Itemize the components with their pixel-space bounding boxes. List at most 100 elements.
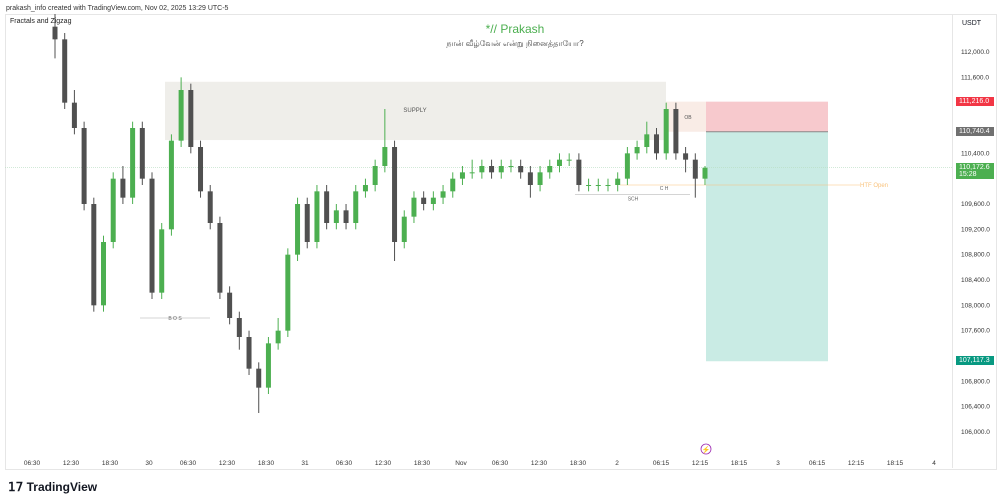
- x-tick-label: 18:30: [258, 460, 275, 467]
- y-tick-label: 108,800.0: [961, 252, 990, 259]
- x-tick-label: 18:15: [731, 460, 748, 467]
- candle-body: [576, 159, 582, 185]
- candle-body: [537, 172, 543, 185]
- tradingview-logo[interactable]: 𝟣𝟩 TradingView: [8, 480, 97, 494]
- candle-body: [285, 254, 291, 331]
- candle-body: [362, 185, 368, 192]
- htf-open-label: HTF Open: [860, 183, 888, 189]
- chart-frame[interactable]: [5, 14, 997, 470]
- candle-body: [692, 159, 698, 179]
- candle-body: [149, 178, 155, 293]
- y-tick-label: 106,000.0: [961, 429, 990, 436]
- candle-body: [673, 109, 679, 154]
- indicator-label[interactable]: Fractals and Zigzag: [10, 18, 72, 25]
- supply-label: SUPPLY: [403, 108, 426, 114]
- price-axis[interactable]: [952, 14, 996, 468]
- candle-body: [479, 166, 485, 173]
- x-tick-label: 4: [932, 460, 936, 467]
- candle-body: [644, 134, 650, 147]
- candle-body: [314, 191, 320, 242]
- header-attribution: prakash_info created with TradingView.co…: [6, 5, 229, 12]
- candle-body: [489, 166, 495, 173]
- candle-body: [168, 140, 174, 230]
- supply-zone: [165, 81, 666, 141]
- candle-body: [624, 153, 630, 179]
- y-tick-label: 111,600.0: [961, 74, 989, 81]
- y-tick-label: 110,400.0: [961, 150, 990, 157]
- y-tick-label: 109,600.0: [961, 201, 990, 208]
- x-tick-label: 12:15: [692, 460, 709, 467]
- candle-body: [265, 343, 271, 388]
- candle-body: [353, 191, 359, 223]
- x-tick-label: 3: [776, 460, 780, 467]
- candle-body: [411, 197, 417, 217]
- candle-body: [527, 172, 533, 185]
- candle-body: [440, 191, 446, 198]
- candle-body: [392, 147, 398, 242]
- candle-body: [382, 147, 388, 166]
- x-tick-label: 12:15: [848, 460, 865, 467]
- stop-price-label: 111,216.0: [956, 96, 994, 106]
- candle-body: [120, 178, 126, 198]
- entry-price-label: 110,740.4: [956, 126, 994, 136]
- candle-body: [498, 166, 504, 173]
- candle-body: [130, 128, 136, 198]
- candle-body: [702, 167, 708, 179]
- candle-body: [459, 172, 465, 179]
- candle-body: [566, 159, 572, 161]
- x-tick-label: 06:15: [653, 460, 670, 467]
- candle-body: [159, 229, 165, 293]
- x-tick-label: 06:30: [180, 460, 197, 467]
- sch-label: SCH: [628, 197, 639, 203]
- currency-label[interactable]: USDT: [962, 20, 982, 27]
- x-tick-label: 18:30: [102, 460, 119, 467]
- candle-body: [518, 166, 524, 173]
- x-tick-label: 18:30: [570, 460, 587, 467]
- candle-body: [508, 166, 514, 167]
- candle-body: [304, 204, 310, 242]
- candle-body: [52, 26, 58, 40]
- candle-body: [71, 102, 77, 128]
- x-tick-label: 31: [301, 460, 309, 467]
- ob-label: OB: [684, 115, 692, 121]
- tv-logo-icon: 𝟣𝟩: [8, 480, 27, 494]
- y-tick-label: 109,200.0: [961, 226, 990, 233]
- take-profit-zone: [706, 131, 828, 362]
- candle-body: [246, 337, 252, 369]
- bos-label: B O S: [168, 316, 182, 322]
- y-tick-label: 108,000.0: [961, 302, 990, 309]
- lightning-icon: [700, 443, 712, 455]
- y-tick-label: 106,800.0: [961, 378, 990, 385]
- x-tick-label: Nov: [455, 460, 467, 467]
- candle-body: [295, 204, 301, 255]
- candle-body: [450, 178, 456, 192]
- x-tick-label: 30: [145, 460, 153, 467]
- candle-body: [343, 210, 349, 223]
- candle-body: [139, 128, 145, 179]
- candle-body: [275, 330, 281, 344]
- ch-label: C H: [660, 186, 669, 192]
- order-block-zone: [666, 101, 706, 132]
- stop-loss-zone: [706, 101, 828, 132]
- candle-body: [62, 39, 68, 103]
- candle-body: [615, 178, 621, 185]
- y-tick-label: 107,600.0: [961, 328, 990, 335]
- current-price-label: 110,172.6 15:28: [956, 162, 994, 179]
- candle-body: [586, 185, 592, 186]
- candle-body: [683, 153, 689, 160]
- y-tick-label: 112,000.0: [961, 49, 990, 56]
- x-tick-label: 12:30: [375, 460, 392, 467]
- x-tick-label: 06:15: [809, 460, 826, 467]
- candle-body: [401, 216, 407, 242]
- brand-name: TradingView: [26, 480, 98, 494]
- candle-body: [653, 134, 659, 154]
- candle-body: [110, 178, 116, 242]
- candle-body: [663, 109, 669, 154]
- candle-body: [81, 128, 87, 204]
- candle-body: [101, 242, 107, 306]
- x-tick-label: 06:30: [336, 460, 353, 467]
- candle-body: [236, 318, 242, 337]
- candle-body: [207, 191, 213, 223]
- candle-body: [595, 185, 601, 186]
